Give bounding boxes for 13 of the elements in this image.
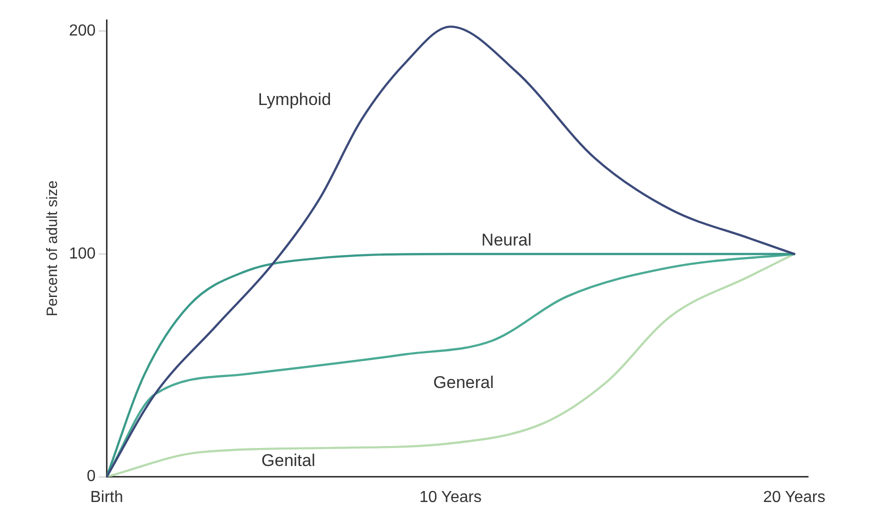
line-series [106, 26, 796, 477]
series-label: Genital [261, 450, 316, 470]
line-series [106, 252, 796, 477]
series-label: Lymphoid [258, 90, 332, 109]
y-axis-title: Percent of adult size [44, 180, 62, 316]
y-tick-label: 200 [68, 22, 96, 40]
y-tick-label: 100 [68, 245, 96, 262]
y-tick-label: 0 [86, 468, 96, 486]
series-label: General [433, 372, 494, 392]
x-tick-label: Birth [90, 488, 124, 506]
x-tick-label: 10 Years [419, 488, 482, 506]
series-label: Neural [481, 230, 532, 250]
x-tick-label: 20 Years [763, 488, 826, 506]
